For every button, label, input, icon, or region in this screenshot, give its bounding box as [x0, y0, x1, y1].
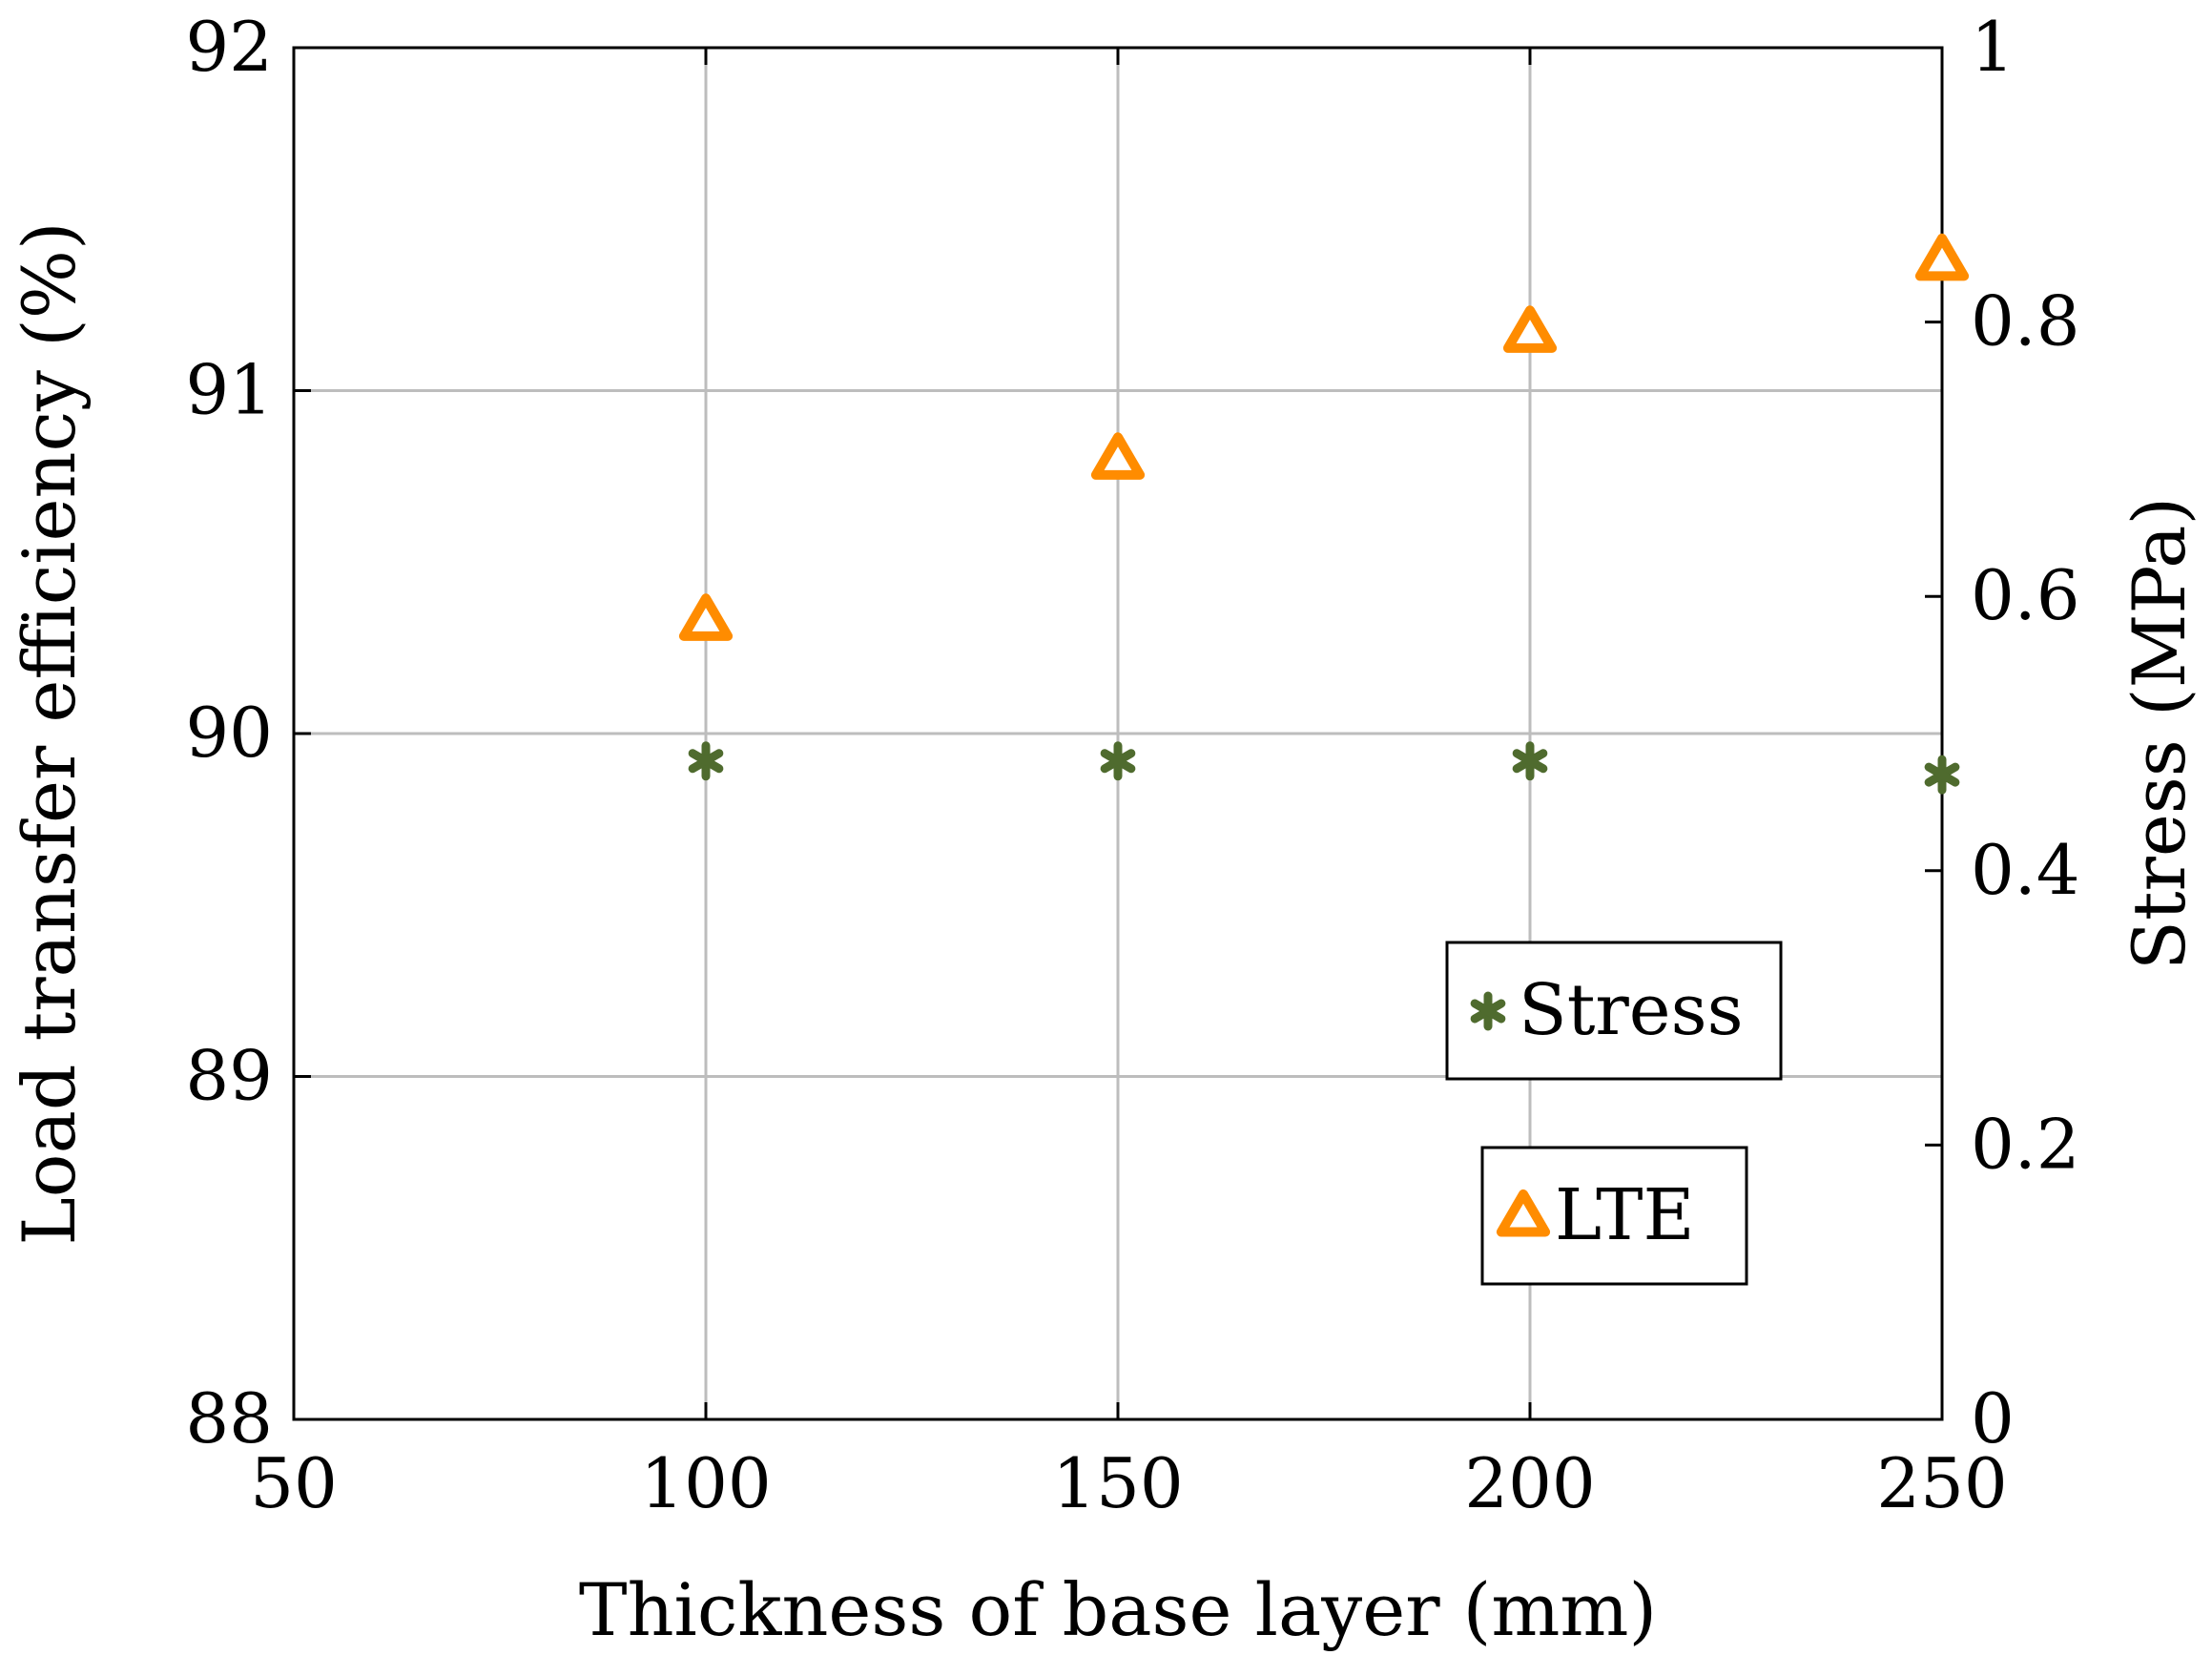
- x-tick-label: 150: [1052, 1443, 1183, 1523]
- data-points: [678, 233, 1970, 795]
- axis-ticks: [292, 46, 1944, 1421]
- right-y-axis-tick-labels: 0 0.2 0.4 0.6 0.8 1: [1971, 7, 2080, 1459]
- legend-box-lte: LTE: [1480, 1146, 1748, 1286]
- lte-point: [678, 593, 734, 641]
- x-tick-label: 100: [640, 1443, 771, 1523]
- legend-stress-marker: [1470, 991, 1506, 1031]
- y-right-tick-label: 0.6: [1971, 555, 2080, 635]
- y-right-tick-label: 0.8: [1971, 281, 2080, 362]
- right-y-axis-title: Stress (MPa): [2117, 497, 2202, 970]
- stress-point: [1100, 741, 1136, 781]
- y-left-tick-label: 92: [185, 7, 273, 87]
- y-right-tick-label: 0.2: [1971, 1104, 2080, 1184]
- legend-box-stress: Stress: [1445, 941, 1783, 1081]
- lte-point: [1090, 432, 1146, 480]
- y-right-tick-label: 0.4: [1971, 830, 2080, 910]
- asterisk-stroke: [1100, 749, 1136, 774]
- x-axis-tick-labels: 50 100 150 200 250: [250, 1443, 2008, 1523]
- left-y-axis-title: Load transfer efficiency (%): [7, 221, 92, 1245]
- stress-point: [688, 741, 724, 781]
- legend-stress-asterisk: [1470, 991, 1506, 1031]
- lte-point: [1914, 233, 1970, 281]
- legend-lte-triangle: [1496, 1189, 1551, 1237]
- stress-point: [1512, 741, 1548, 781]
- asterisk-stroke: [688, 749, 724, 774]
- asterisk-stroke: [1512, 749, 1548, 774]
- x-tick-label: 200: [1464, 1443, 1595, 1523]
- lte-point: [1502, 305, 1558, 353]
- x-axis-title: Thickness of base layer (mm): [579, 1567, 1657, 1652]
- x-tick-label: 50: [250, 1443, 338, 1523]
- y-left-tick-label: 88: [185, 1378, 273, 1459]
- y-right-tick-label: 1: [1971, 7, 2015, 87]
- asterisk-stroke: [1470, 999, 1506, 1024]
- legend-lte-marker: [1496, 1189, 1551, 1237]
- left-y-axis-tick-labels: 88 89 90 91 92: [185, 7, 273, 1459]
- y-right-tick-label: 0: [1971, 1378, 2015, 1459]
- legend-stress-label: Stress: [1519, 969, 1744, 1051]
- asterisk-stroke: [1924, 762, 1960, 787]
- y-left-tick-label: 89: [185, 1036, 273, 1116]
- grid-lines: [294, 48, 1942, 1419]
- legend-lte-label: LTE: [1555, 1174, 1694, 1256]
- y-left-tick-label: 91: [185, 350, 273, 430]
- y-left-tick-label: 90: [185, 693, 273, 773]
- x-tick-label: 250: [1876, 1443, 2007, 1523]
- stress-point: [1924, 755, 1960, 795]
- legend-stress-frame: [1445, 941, 1783, 1081]
